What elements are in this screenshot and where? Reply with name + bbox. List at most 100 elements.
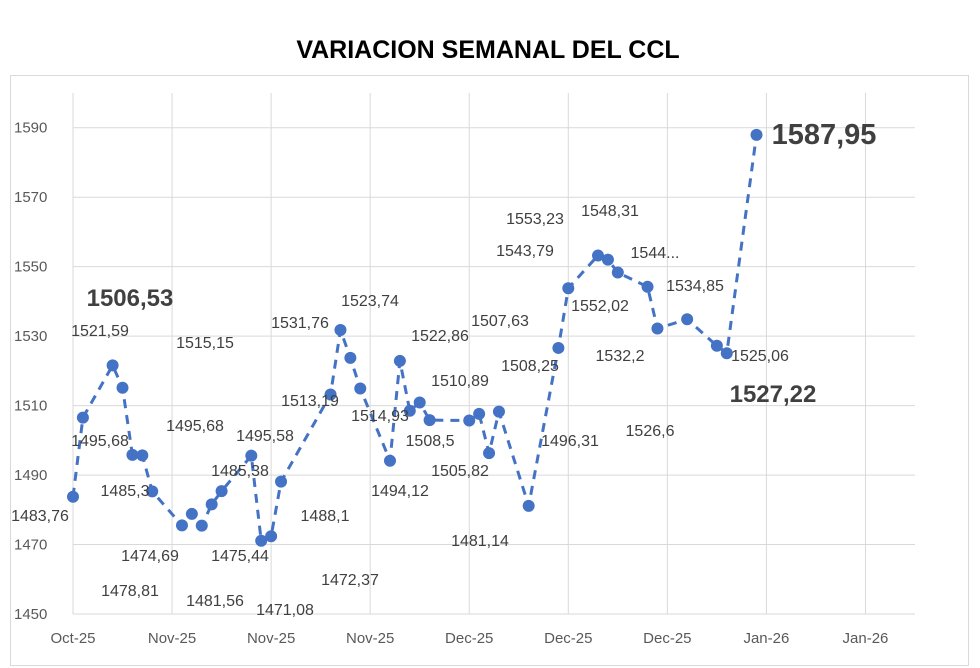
data-label: 1478,81 [101,583,159,600]
data-point [354,382,367,395]
data-label: 1494,12 [371,483,429,500]
data-point [611,266,624,279]
data-point [255,534,268,547]
data-point [146,485,159,498]
data-label: 1505,82 [431,463,489,480]
y-axis: 1450 1470 1490 1510 1530 1550 1570 1590 [14,120,47,623]
data-label: 1488,1 [301,508,350,525]
data-label: 1507,63 [471,313,529,330]
data-label: 1525,06 [731,348,789,365]
chart-border [10,75,969,666]
data-point [393,354,406,367]
data-point [710,339,723,352]
data-point [126,448,139,461]
x-tick-label: Nov-25 [346,630,394,647]
data-label: 1544... [631,245,680,262]
data-point [185,507,198,520]
data-label: 1587,95 [772,119,877,151]
data-point [592,249,605,262]
data-label: 1522,86 [411,328,469,345]
x-tick-label: Jan-26 [743,630,789,647]
data-label: 1543,79 [496,243,554,260]
data-label: 1548,31 [581,203,639,220]
data-label: 1472,37 [321,572,379,589]
data-point [601,253,614,266]
data-point [215,485,228,498]
data-label: 1521,59 [71,323,129,340]
data-label: 1485,38 [211,463,269,480]
data-point [473,407,486,420]
series-line [67,128,763,547]
data-label: 1508,5 [406,433,455,450]
data-point [76,411,89,424]
y-tick-label: 1490 [14,467,47,484]
data-label: 1526,6 [626,423,675,440]
y-tick-label: 1470 [14,537,47,554]
data-label: 1527,22 [730,381,817,408]
data-label: 1474,69 [121,548,179,565]
data-label: 1513,19 [281,393,339,410]
data-label: 1523,74 [341,293,399,310]
data-point [136,449,149,462]
gridlines [72,93,915,615]
data-label: 1471,08 [256,602,314,619]
data-point [492,405,505,418]
data-point [265,530,278,543]
data-point [522,499,535,512]
data-point [720,347,733,360]
data-point [403,404,416,417]
data-point [205,498,218,511]
data-label: 1531,76 [271,315,329,332]
data-label: 1495,68 [166,418,224,435]
data-point [116,381,129,394]
y-tick-label: 1530 [14,328,47,345]
data-point [483,447,496,460]
x-tick-label: Dec-25 [445,630,493,647]
data-point [275,475,288,488]
x-tick-label: Dec-25 [643,630,691,647]
data-point [195,519,208,532]
data-point [245,449,258,462]
data-label: 1483,76 [11,508,69,525]
data-point [750,128,763,141]
data-point [67,490,79,503]
data-point [413,396,426,409]
data-point [552,341,565,354]
data-label: 1510,89 [431,373,489,390]
x-tick-label: Jan-26 [843,630,889,647]
y-tick-label: 1570 [14,189,47,206]
data-point [651,322,664,335]
data-point [334,324,347,337]
data-label: 1534,85 [666,278,724,295]
data-point [383,454,396,467]
x-axis: Oct-25 Nov-25 Nov-25 Nov-25 Dec-25 Dec-25 Dec-… [50,630,888,647]
x-tick-label: Nov-25 [148,630,196,647]
y-tick-label: 1510 [14,398,47,415]
y-tick-label: 1550 [14,259,47,276]
data-label: 1514,93 [351,408,409,425]
data-point [344,351,357,364]
data-point [423,414,436,427]
data-point [562,282,575,295]
data-point [463,414,476,427]
x-tick-label: Nov-25 [247,630,295,647]
data-label: 1515,15 [176,335,234,352]
data-labels: 1483,76 1506,53 1521,59 1515,15 1495,68 1495,… [11,119,876,619]
x-tick-label: Oct-25 [50,630,95,647]
data-point [681,313,694,326]
data-label: 1481,56 [186,593,244,610]
chart-title: VARIACION SEMANAL DEL CCL [296,36,679,64]
data-label: 1532,2 [596,348,645,365]
data-label: 1475,44 [211,548,269,565]
data-label: 1553,23 [506,211,564,228]
data-label: 1485,3 [101,483,150,500]
data-point [641,280,654,293]
y-tick-label: 1590 [14,120,47,137]
data-point [175,519,188,532]
data-point [324,388,337,401]
data-label: 1552,02 [571,298,629,315]
data-label: 1495,68 [71,433,129,450]
data-label: 1496,31 [541,433,599,450]
data-label: 1506,53 [87,285,174,312]
